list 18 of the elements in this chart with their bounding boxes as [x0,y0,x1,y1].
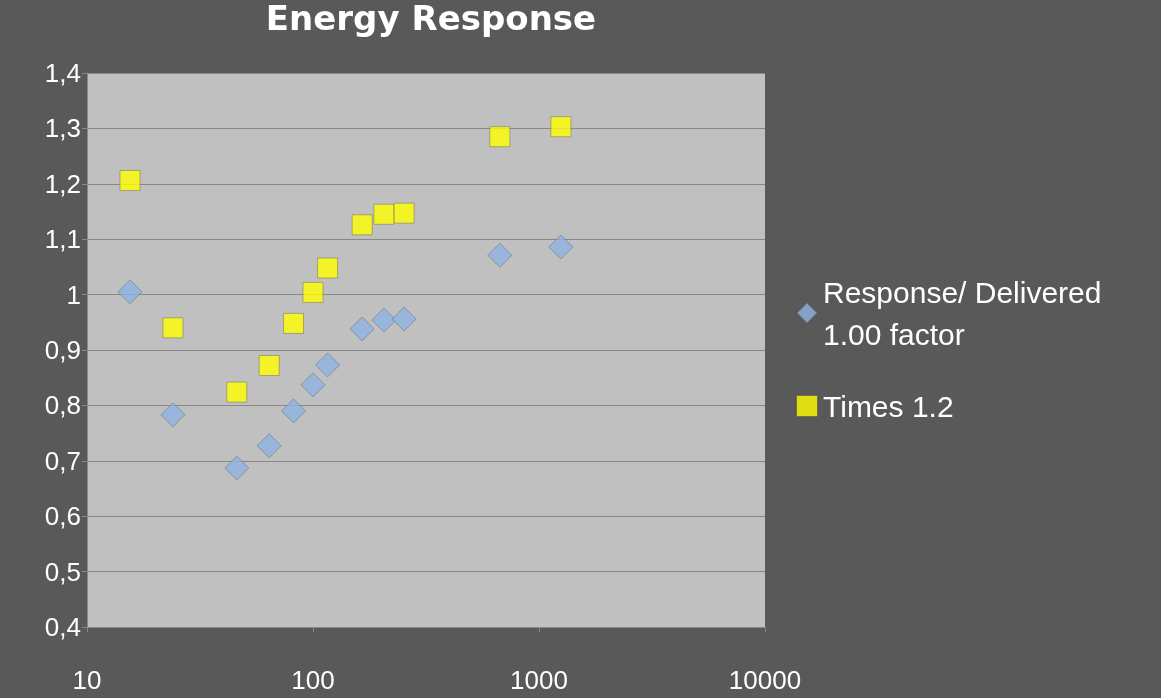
y-tick-label: 1,3 [44,113,81,144]
y-tick-label: 0,6 [44,501,81,532]
y-tick-label: 0,5 [44,556,81,587]
legend-label: Times 1.2 [823,389,954,423]
x-tick-label: 10 [72,665,102,695]
y-tick-label: 1,1 [44,224,81,255]
y-tick-label: 0,8 [44,390,81,421]
y-tick-label: 0,4 [44,612,81,642]
y-tick-label: 1 [66,279,81,310]
x-tick-label: 10000 [728,665,802,695]
y-tick-label: 0,7 [44,445,81,476]
x-tick-label: 100 [291,665,335,695]
chart-title: Energy Response [265,0,597,38]
y-tick-label: 1,4 [44,58,81,88]
y-tick-label: 1,2 [44,168,81,199]
legend-label: Response/ Delivered 1.00 factor [823,275,1110,351]
x-tick-label: 1000 [510,665,568,695]
y-tick-label: 0,9 [44,335,81,365]
